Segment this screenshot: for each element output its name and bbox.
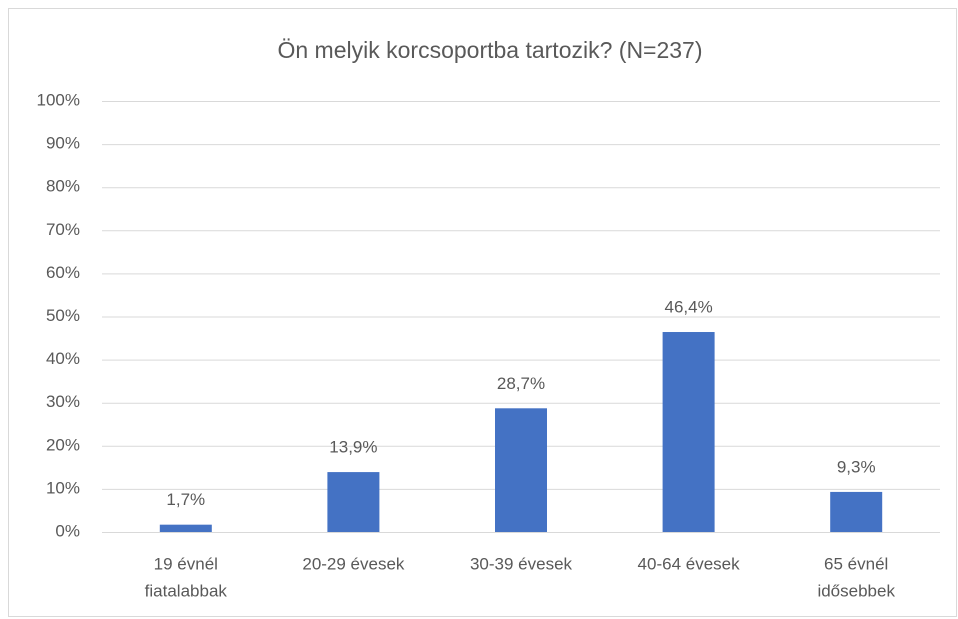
data-label: 28,7% <box>497 374 545 393</box>
bar <box>327 472 380 532</box>
x-tick-label: 40-64 évesek <box>638 554 741 573</box>
x-tick-label: idősebbek <box>817 581 895 600</box>
y-tick-label: 10% <box>46 478 80 497</box>
x-tick-label: 19 évnél <box>154 554 218 573</box>
chart-title: Ön melyik korcsoportba tartozik? (N=237) <box>277 37 702 63</box>
y-tick-label: 0% <box>55 521 80 540</box>
y-tick-label: 20% <box>46 435 80 454</box>
bar <box>495 408 547 532</box>
y-tick-label: 60% <box>46 263 80 282</box>
y-tick-label: 80% <box>46 177 80 196</box>
data-label: 46,4% <box>664 298 712 317</box>
x-tick-label: 65 évnél <box>824 554 888 573</box>
bar <box>830 491 883 532</box>
y-tick-label: 100% <box>37 90 80 109</box>
chart-frame <box>8 8 957 617</box>
y-tick-label: 70% <box>46 220 80 239</box>
x-tick-label: 30-39 évesek <box>470 554 573 573</box>
y-tick-label: 30% <box>46 392 80 411</box>
data-label: 13,9% <box>329 438 377 457</box>
bar <box>662 332 715 532</box>
y-tick-label: 40% <box>46 349 80 368</box>
x-tick-label: fiatalabbak <box>145 581 228 600</box>
x-tick-label: 20-29 évesek <box>302 554 405 573</box>
data-label: 9,3% <box>837 457 876 476</box>
y-tick-label: 50% <box>46 306 80 325</box>
data-label: 1,7% <box>166 490 205 509</box>
bar <box>159 524 212 532</box>
y-tick-label: 90% <box>46 134 80 153</box>
